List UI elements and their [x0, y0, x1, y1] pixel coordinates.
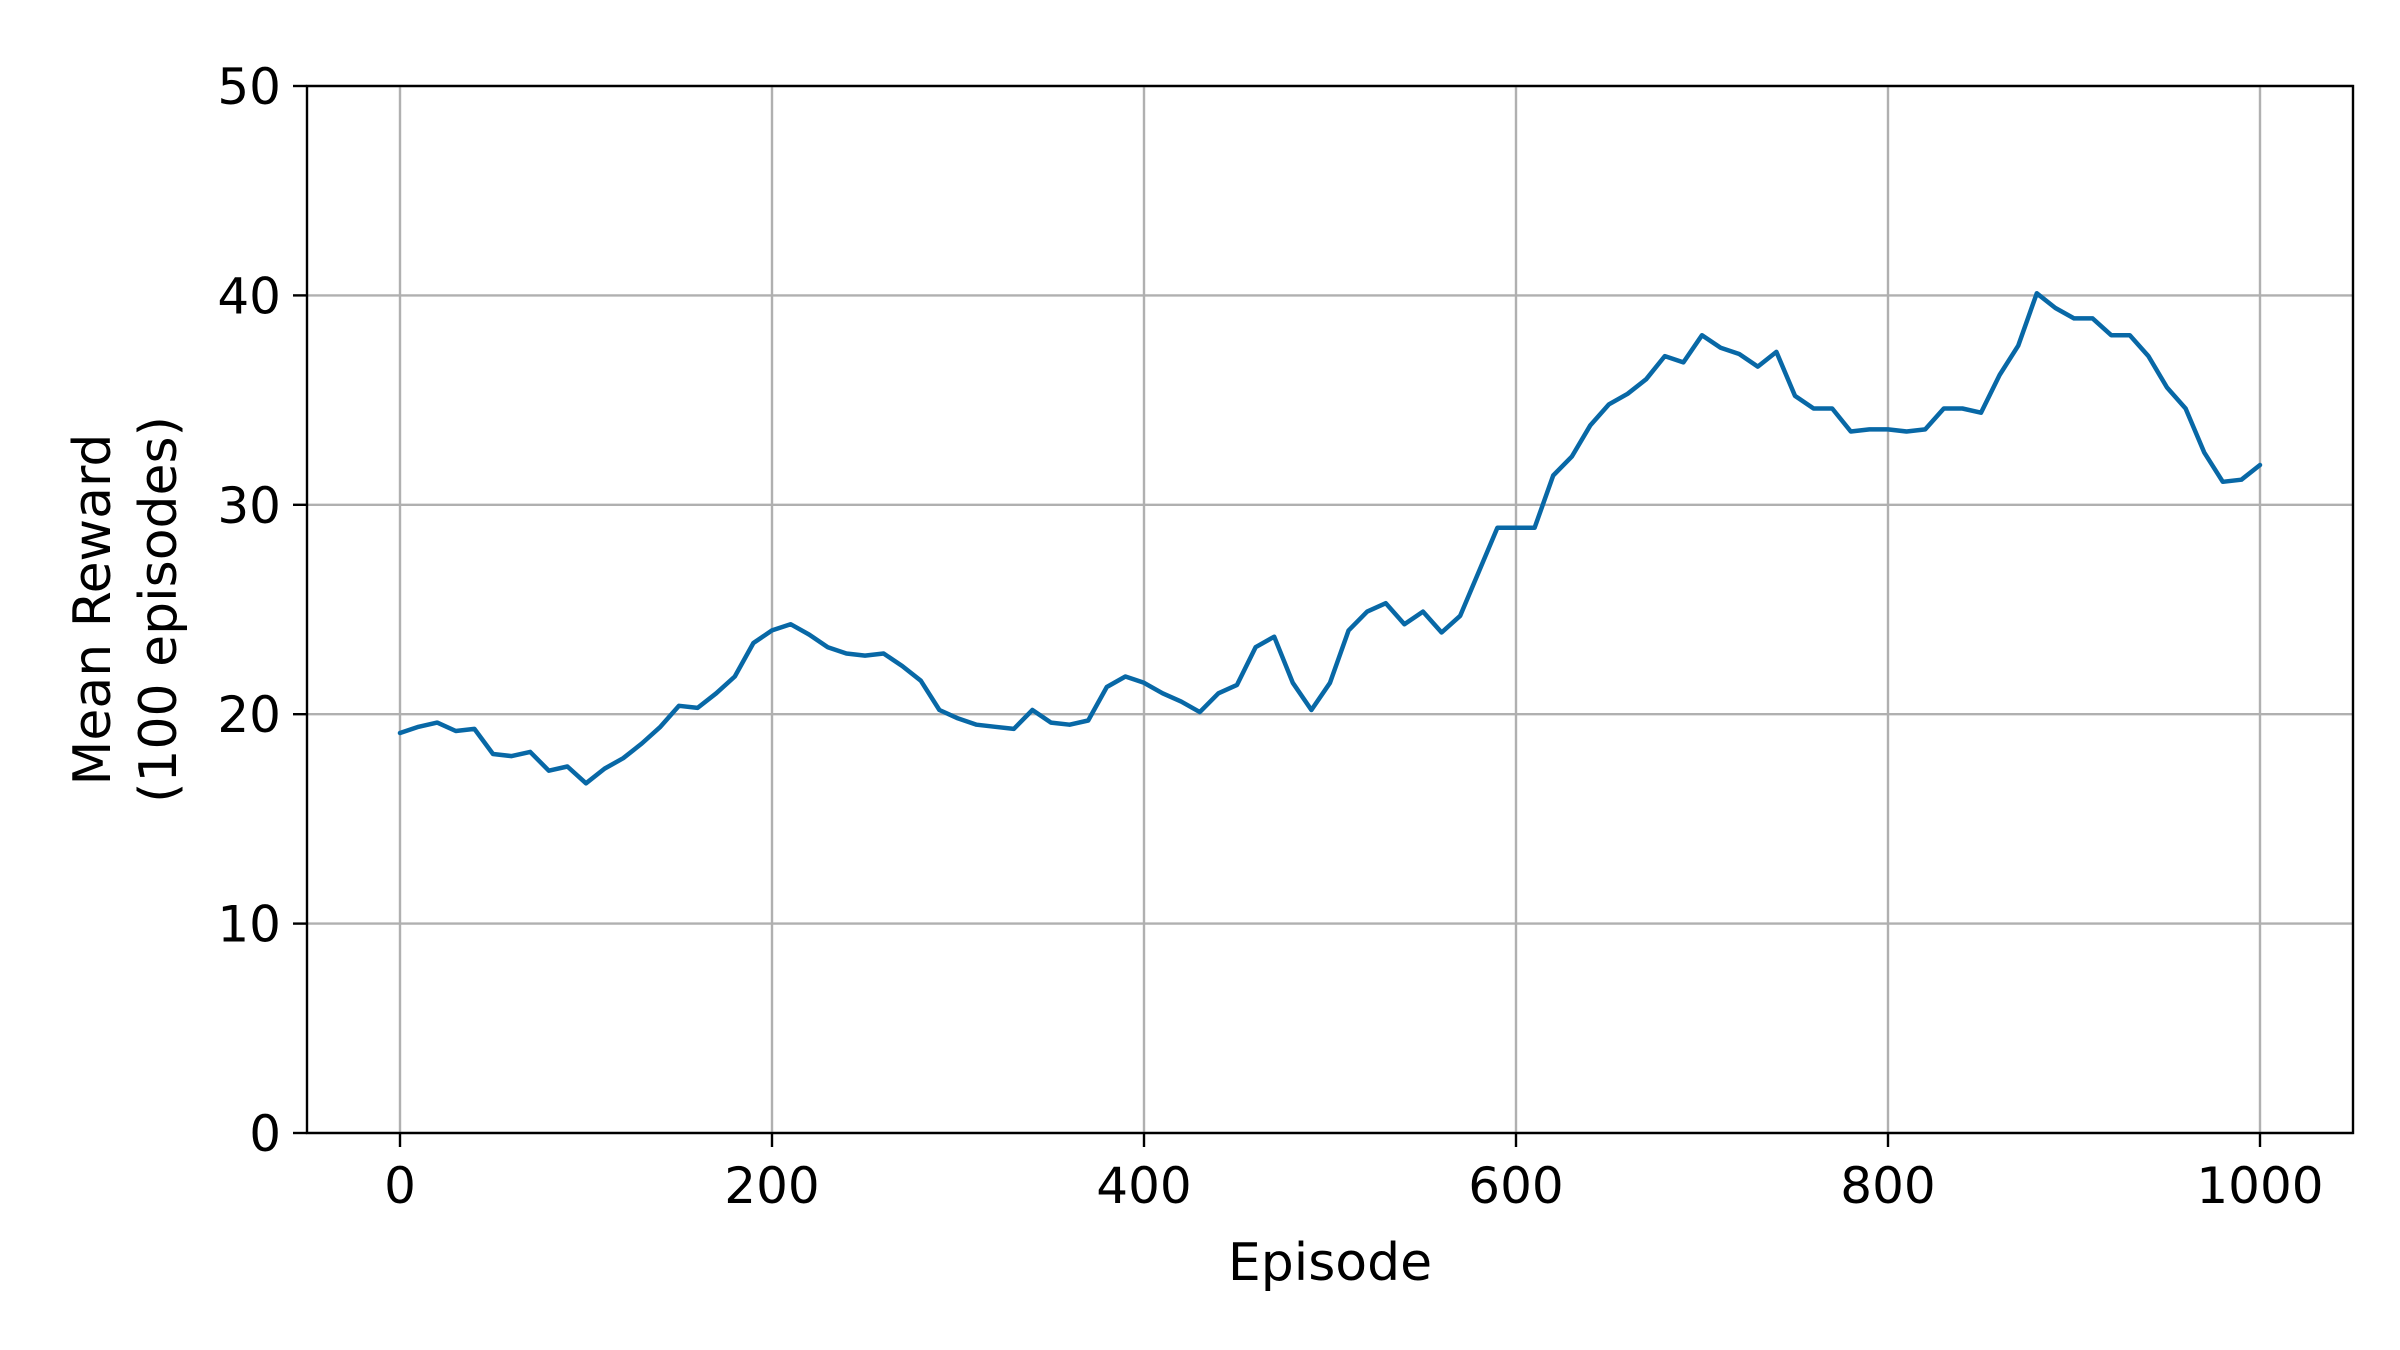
- y-tick-label: 10: [217, 896, 281, 954]
- y-axis-title-line-2: (100 episodes): [129, 416, 189, 803]
- y-tick-label: 0: [249, 1105, 281, 1163]
- x-tick-label: 0: [384, 1157, 416, 1215]
- mean-reward-line: [397, 291, 2263, 786]
- y-tick-label: 50: [217, 58, 281, 116]
- axis-ticks: 0 200 400 600 800 1000 0 10 20 30 40 50: [217, 58, 2323, 1215]
- y-tick-label: 20: [217, 686, 281, 744]
- x-tick-label: 800: [1840, 1157, 1935, 1215]
- x-tick-label: 600: [1468, 1157, 1563, 1215]
- grid-lines: [307, 84, 2353, 1135]
- x-axis-title: Episode: [1228, 1233, 1432, 1293]
- x-tick-label: 1000: [2196, 1157, 2323, 1215]
- x-tick-label: 200: [724, 1157, 819, 1215]
- x-tick-label: 400: [1096, 1157, 1191, 1215]
- plot-frame: [305, 84, 2355, 1135]
- y-tick-label: 30: [217, 477, 281, 535]
- y-tick-label: 40: [217, 267, 281, 325]
- y-axis-title-line-1: Mean Reward: [63, 434, 123, 786]
